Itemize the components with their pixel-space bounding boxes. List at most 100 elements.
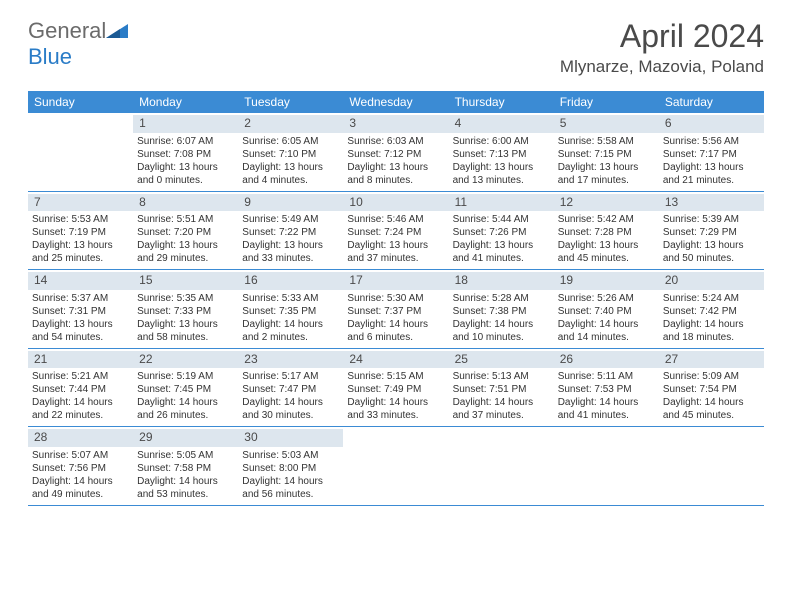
day-detail-line: Sunset: 7:54 PM — [663, 383, 760, 396]
logo-text: General Blue — [28, 18, 128, 70]
day-detail-line: Sunrise: 5:30 AM — [347, 292, 444, 305]
day-detail-line: Sunrise: 5:28 AM — [453, 292, 550, 305]
day-cell: 21Sunrise: 5:21 AMSunset: 7:44 PMDayligh… — [28, 349, 133, 427]
day-header-cell: Thursday — [449, 91, 554, 113]
day-number: 30 — [238, 429, 343, 447]
day-detail-line: Sunset: 7:28 PM — [558, 226, 655, 239]
day-detail-line: Sunset: 7:33 PM — [137, 305, 234, 318]
week-row: 1Sunrise: 6:07 AMSunset: 7:08 PMDaylight… — [28, 113, 764, 192]
day-number: 26 — [554, 351, 659, 369]
day-detail-line: Daylight: 13 hours and 33 minutes. — [242, 239, 339, 265]
day-number: 7 — [28, 194, 133, 212]
day-cell: 22Sunrise: 5:19 AMSunset: 7:45 PMDayligh… — [133, 349, 238, 427]
day-detail-line: Sunset: 7:53 PM — [558, 383, 655, 396]
day-cell: 30Sunrise: 5:03 AMSunset: 8:00 PMDayligh… — [238, 427, 343, 505]
logo-text-gray: General — [28, 18, 106, 43]
day-cell: 18Sunrise: 5:28 AMSunset: 7:38 PMDayligh… — [449, 270, 554, 348]
day-detail-line: Daylight: 13 hours and 41 minutes. — [453, 239, 550, 265]
day-cell: 1Sunrise: 6:07 AMSunset: 7:08 PMDaylight… — [133, 113, 238, 191]
day-cell — [343, 427, 448, 505]
day-cell: 28Sunrise: 5:07 AMSunset: 7:56 PMDayligh… — [28, 427, 133, 505]
day-number: 18 — [449, 272, 554, 290]
day-detail-line: Sunrise: 5:21 AM — [32, 370, 129, 383]
day-number: 28 — [28, 429, 133, 447]
day-detail-line: Sunrise: 5:49 AM — [242, 213, 339, 226]
day-number: 19 — [554, 272, 659, 290]
day-number: 11 — [449, 194, 554, 212]
day-number: 23 — [238, 351, 343, 369]
day-detail-line: Sunrise: 5:13 AM — [453, 370, 550, 383]
day-detail-line: Daylight: 14 hours and 30 minutes. — [242, 396, 339, 422]
day-detail-line: Daylight: 13 hours and 37 minutes. — [347, 239, 444, 265]
day-detail-line: Sunset: 7:20 PM — [137, 226, 234, 239]
day-number: 17 — [343, 272, 448, 290]
day-detail-line: Sunset: 7:51 PM — [453, 383, 550, 396]
day-header-row: SundayMondayTuesdayWednesdayThursdayFrid… — [28, 91, 764, 113]
day-number — [659, 429, 764, 447]
calendar: SundayMondayTuesdayWednesdayThursdayFrid… — [28, 91, 764, 506]
day-detail-line: Sunset: 7:29 PM — [663, 226, 760, 239]
day-detail-line: Sunset: 7:24 PM — [347, 226, 444, 239]
day-detail-line: Sunrise: 5:17 AM — [242, 370, 339, 383]
day-cell: 16Sunrise: 5:33 AMSunset: 7:35 PMDayligh… — [238, 270, 343, 348]
day-detail-line: Sunrise: 5:11 AM — [558, 370, 655, 383]
day-detail-line: Sunset: 7:40 PM — [558, 305, 655, 318]
day-number — [554, 429, 659, 447]
logo: General Blue — [28, 18, 128, 70]
day-cell: 14Sunrise: 5:37 AMSunset: 7:31 PMDayligh… — [28, 270, 133, 348]
day-cell: 5Sunrise: 5:58 AMSunset: 7:15 PMDaylight… — [554, 113, 659, 191]
day-detail-line: Daylight: 13 hours and 17 minutes. — [558, 161, 655, 187]
day-detail-line: Sunset: 7:22 PM — [242, 226, 339, 239]
day-detail-line: Sunset: 8:00 PM — [242, 462, 339, 475]
day-detail-line: Daylight: 14 hours and 22 minutes. — [32, 396, 129, 422]
day-detail-line: Daylight: 14 hours and 56 minutes. — [242, 475, 339, 501]
day-number: 15 — [133, 272, 238, 290]
day-detail-line: Daylight: 13 hours and 58 minutes. — [137, 318, 234, 344]
day-cell: 26Sunrise: 5:11 AMSunset: 7:53 PMDayligh… — [554, 349, 659, 427]
day-detail-line: Sunrise: 5:53 AM — [32, 213, 129, 226]
day-detail-line: Sunset: 7:37 PM — [347, 305, 444, 318]
day-detail-line: Daylight: 13 hours and 0 minutes. — [137, 161, 234, 187]
day-cell — [28, 113, 133, 191]
day-cell — [554, 427, 659, 505]
title-block: April 2024 Mlynarze, Mazovia, Poland — [560, 18, 764, 77]
day-detail-line: Sunrise: 5:05 AM — [137, 449, 234, 462]
day-detail-line: Sunrise: 6:00 AM — [453, 135, 550, 148]
day-detail-line: Daylight: 14 hours and 18 minutes. — [663, 318, 760, 344]
day-detail-line: Sunrise: 5:58 AM — [558, 135, 655, 148]
day-detail-line: Sunset: 7:45 PM — [137, 383, 234, 396]
day-detail-line: Sunset: 7:13 PM — [453, 148, 550, 161]
day-detail-line: Sunrise: 5:42 AM — [558, 213, 655, 226]
day-detail-line: Sunset: 7:17 PM — [663, 148, 760, 161]
day-number: 3 — [343, 115, 448, 133]
week-row: 14Sunrise: 5:37 AMSunset: 7:31 PMDayligh… — [28, 270, 764, 349]
day-detail-line: Daylight: 14 hours and 26 minutes. — [137, 396, 234, 422]
day-detail-line: Sunrise: 5:09 AM — [663, 370, 760, 383]
day-detail-line: Daylight: 14 hours and 37 minutes. — [453, 396, 550, 422]
day-cell: 19Sunrise: 5:26 AMSunset: 7:40 PMDayligh… — [554, 270, 659, 348]
day-cell: 8Sunrise: 5:51 AMSunset: 7:20 PMDaylight… — [133, 192, 238, 270]
day-detail-line: Sunrise: 5:15 AM — [347, 370, 444, 383]
month-title: April 2024 — [560, 18, 764, 55]
day-cell — [659, 427, 764, 505]
day-detail-line: Sunset: 7:12 PM — [347, 148, 444, 161]
day-detail-line: Sunrise: 5:51 AM — [137, 213, 234, 226]
day-number — [28, 115, 133, 133]
day-detail-line: Sunrise: 5:37 AM — [32, 292, 129, 305]
day-number: 22 — [133, 351, 238, 369]
day-detail-line: Sunrise: 5:26 AM — [558, 292, 655, 305]
day-detail-line: Daylight: 13 hours and 45 minutes. — [558, 239, 655, 265]
day-detail-line: Daylight: 13 hours and 8 minutes. — [347, 161, 444, 187]
day-detail-line: Daylight: 14 hours and 49 minutes. — [32, 475, 129, 501]
day-detail-line: Sunrise: 5:46 AM — [347, 213, 444, 226]
day-cell: 27Sunrise: 5:09 AMSunset: 7:54 PMDayligh… — [659, 349, 764, 427]
day-detail-line: Daylight: 13 hours and 13 minutes. — [453, 161, 550, 187]
day-number: 27 — [659, 351, 764, 369]
day-detail-line: Daylight: 13 hours and 54 minutes. — [32, 318, 129, 344]
day-detail-line: Sunset: 7:44 PM — [32, 383, 129, 396]
day-detail-line: Sunset: 7:56 PM — [32, 462, 129, 475]
day-detail-line: Daylight: 13 hours and 4 minutes. — [242, 161, 339, 187]
day-number: 25 — [449, 351, 554, 369]
day-detail-line: Sunset: 7:26 PM — [453, 226, 550, 239]
day-detail-line: Sunset: 7:49 PM — [347, 383, 444, 396]
